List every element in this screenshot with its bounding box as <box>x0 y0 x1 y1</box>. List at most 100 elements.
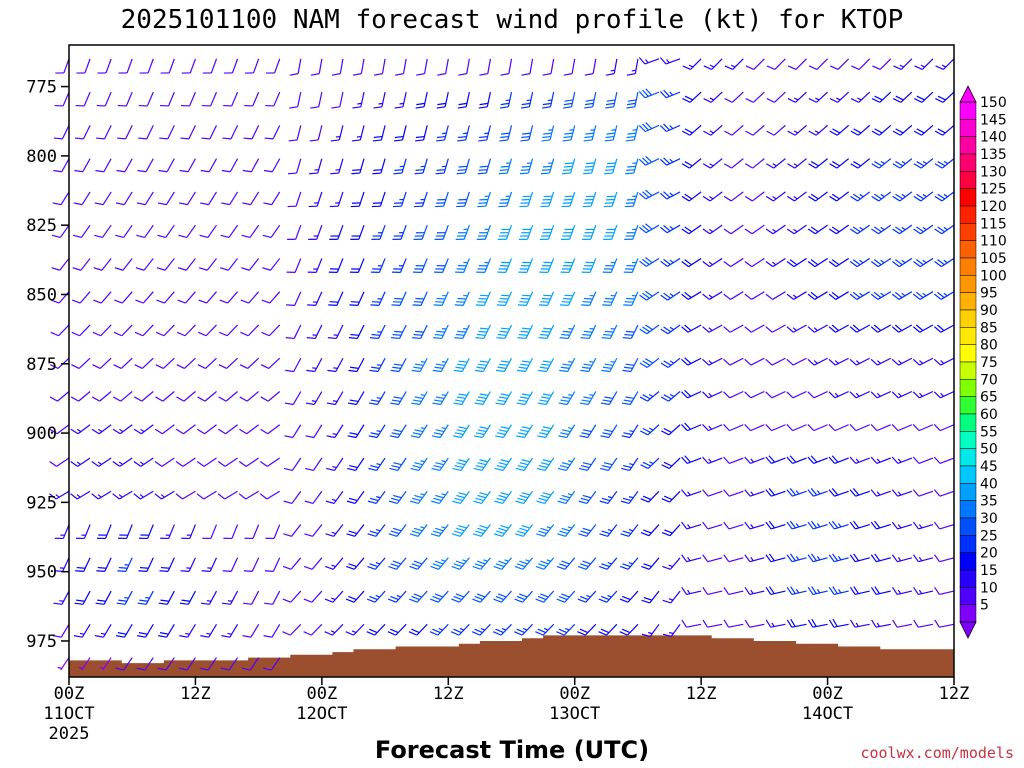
barb-flag <box>501 132 510 135</box>
barb-flag <box>458 524 467 529</box>
wind-barb <box>638 122 660 133</box>
wind-barb <box>158 624 175 638</box>
barb-flag <box>702 619 709 628</box>
wind-barb <box>660 224 681 234</box>
barb-half-flag <box>76 428 82 433</box>
barb-flag <box>828 586 835 595</box>
barb-half-flag <box>76 494 81 498</box>
wind-barb <box>434 224 449 240</box>
wind-barb <box>74 158 91 173</box>
barb-flag <box>305 467 314 472</box>
barb-half-flag <box>420 493 425 496</box>
barb-flag <box>178 667 188 671</box>
wind-barb <box>723 224 744 235</box>
wind-barb <box>828 291 849 300</box>
wind-barb <box>870 291 892 300</box>
barb-flag <box>645 324 653 331</box>
barb-flag <box>894 324 903 331</box>
barb-half-flag <box>792 294 798 299</box>
barb-flag <box>744 358 752 366</box>
barb-shaft <box>145 158 154 173</box>
wind-barb <box>702 390 723 399</box>
barb-flag <box>807 619 814 628</box>
barb-flag <box>625 139 635 142</box>
wind-barb <box>371 224 386 240</box>
wind-barb <box>134 391 154 402</box>
barb-half-flag <box>648 427 654 431</box>
barb-flag <box>435 301 444 303</box>
wind-barb <box>387 590 407 603</box>
barb-shaft <box>59 224 70 238</box>
wind-barb <box>891 291 913 300</box>
barb-half-flag <box>897 556 902 562</box>
wind-barb <box>681 554 702 563</box>
barb-flag <box>579 595 589 601</box>
barb-shaft <box>770 590 786 596</box>
barb-half-flag <box>708 327 713 331</box>
wind-barb <box>557 490 576 504</box>
barb-shaft <box>528 91 534 107</box>
wind-barb <box>346 557 365 570</box>
barb-shaft <box>185 258 196 271</box>
barb-half-flag <box>666 59 670 64</box>
barb-shaft <box>749 557 765 563</box>
barb-flag <box>155 331 165 337</box>
barb-flag <box>582 462 592 466</box>
barb-flag <box>456 301 465 303</box>
barb-flag <box>436 169 446 171</box>
wind-barb <box>431 490 449 504</box>
colorbar-label: 85 <box>980 320 998 336</box>
barb-shaft <box>608 424 618 438</box>
barb-shaft <box>857 158 871 169</box>
barb-shaft <box>667 291 681 301</box>
barb-half-flag <box>644 59 649 64</box>
wind-barb <box>244 524 260 540</box>
barb-half-flag <box>504 559 509 562</box>
barb-flag <box>156 267 166 271</box>
barb-shaft <box>381 58 386 74</box>
wind-barb <box>415 91 428 109</box>
barb-half-flag <box>837 523 842 528</box>
barb-shaft <box>161 457 175 467</box>
barb-flag <box>564 162 574 165</box>
barb-flag <box>540 494 550 499</box>
wind-barb <box>70 391 91 402</box>
barb-flag <box>393 494 402 499</box>
barb-shaft <box>613 91 618 107</box>
barb-flag <box>849 554 856 563</box>
wind-barb <box>602 291 618 307</box>
barb-shaft <box>918 557 934 563</box>
barb-half-flag <box>816 490 821 495</box>
colorbar-swatch <box>959 153 977 172</box>
wind-barb <box>285 357 302 373</box>
barb-half-flag <box>525 559 530 562</box>
barb-flag <box>475 497 484 502</box>
barb-flag <box>810 455 818 463</box>
credit-link[interactable]: coolwx.com/models <box>860 744 1014 762</box>
wind-barb <box>452 457 470 472</box>
wind-barb <box>474 391 491 406</box>
wind-barb <box>433 291 449 307</box>
barb-shaft <box>565 524 576 537</box>
barb-shaft <box>291 490 302 504</box>
barb-shaft <box>855 523 870 530</box>
barb-shaft <box>459 557 470 570</box>
barb-flag <box>326 435 336 439</box>
barb-flag <box>284 402 294 406</box>
barb-flag <box>786 424 794 432</box>
barb-shaft <box>396 490 407 504</box>
barb-flag <box>493 631 502 636</box>
barb-flag <box>196 493 205 500</box>
barb-flag <box>411 628 420 634</box>
barb-shaft <box>206 291 217 304</box>
barb-flag <box>583 139 593 142</box>
barb-shaft <box>563 623 576 636</box>
wind-barb <box>496 291 513 307</box>
wind-barb <box>933 456 955 464</box>
barb-shaft <box>250 158 260 173</box>
barb-flag <box>639 430 649 436</box>
barb-shaft <box>500 623 512 636</box>
barb-flag <box>477 560 486 565</box>
barb-flag <box>578 500 588 504</box>
barb-shaft <box>484 224 491 240</box>
